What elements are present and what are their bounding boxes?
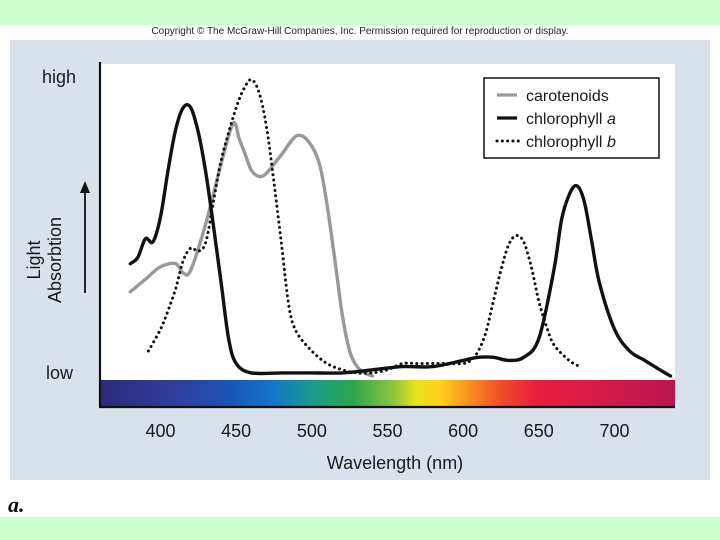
x-tick-label-400: 400 <box>146 421 176 441</box>
x-tick-label-500: 500 <box>297 421 327 441</box>
panel-label: a. <box>8 492 25 517</box>
y-axis-title: Light Absorbtion <box>24 217 65 303</box>
figure-panel: high low Light Absorbtion 400 450 500 550 60… <box>10 40 710 480</box>
series-line-chlorophyll-b <box>146 78 582 375</box>
copyright-notice: Copyright © The McGraw-Hill Companies, I… <box>151 26 569 37</box>
y-low-label: low <box>46 363 74 383</box>
absorption-spectrum-chart: high low Light Absorbtion 400 450 500 550 60… <box>24 62 675 473</box>
x-tick-label-600: 600 <box>448 421 478 441</box>
visible-spectrum-bar <box>100 380 675 407</box>
x-axis-title: Wavelength (nm) <box>327 453 463 473</box>
x-tick-label-650: 650 <box>524 421 554 441</box>
series-line-carotenoids <box>128 120 375 378</box>
x-tick-label-700: 700 <box>599 421 629 441</box>
y-axis-title-line2: Absorbtion <box>45 217 65 303</box>
series-line-chlorophyll-a <box>128 103 673 378</box>
legend: carotenoids chlorophyll a chlorophyll b <box>483 77 660 159</box>
x-tick-label-550: 550 <box>372 421 402 441</box>
data-series <box>128 78 673 378</box>
x-tick-labels: 400 450 500 550 600 650 700 <box>146 421 630 441</box>
y-axis-arrow-head <box>80 181 90 193</box>
y-axis-title-line1: Light <box>24 240 44 279</box>
legend-label-chlorophyll-b: chlorophyll b <box>526 134 616 151</box>
legend-label-chlorophyll-a: chlorophyll a <box>526 111 616 128</box>
x-tick-label-450: 450 <box>221 421 251 441</box>
legend-label-carotenoids: carotenoids <box>526 88 609 105</box>
y-high-label: high <box>42 67 76 87</box>
